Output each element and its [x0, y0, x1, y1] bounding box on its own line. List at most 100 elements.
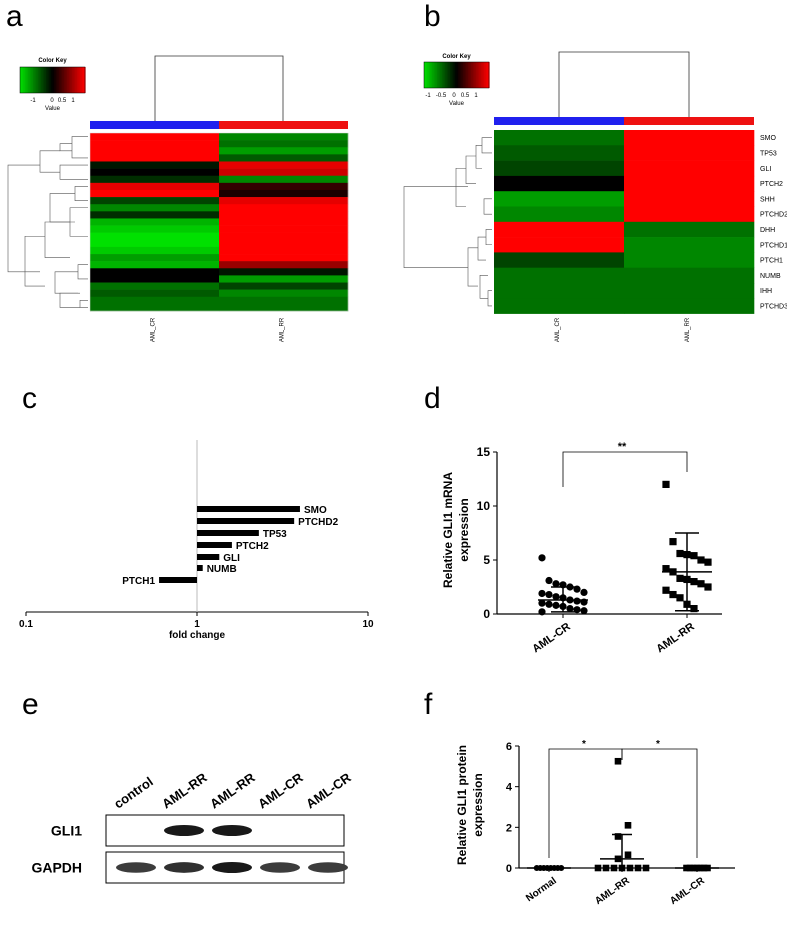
heatmap-cell: [219, 239, 349, 248]
color-key-cell: [42, 67, 45, 93]
heatmap-cell: [90, 289, 220, 298]
heatmap-cell: [219, 133, 349, 141]
row-dendrogram-branch: [59, 292, 80, 308]
row-dendrogram-branch: [74, 186, 88, 201]
color-key-value-label: Value: [449, 101, 465, 107]
color-key-cell: [28, 67, 31, 93]
data-point: [662, 586, 670, 594]
color-key-tick: -1: [425, 93, 431, 99]
heatmap-cell: [219, 246, 349, 255]
color-key-cell: [76, 67, 80, 93]
data-point: [690, 605, 698, 613]
lane-label: AML-RR: [207, 769, 258, 811]
row-label: GLI: [760, 166, 771, 173]
panel-letter-c: c: [22, 382, 37, 415]
heatmap-cell: [494, 175, 625, 192]
color-key-cell: [81, 67, 84, 93]
heatmap-cell: [219, 154, 349, 162]
heatmap-cell: [90, 268, 220, 276]
column-label: AML_CR: [555, 317, 561, 342]
color-key-cell: [44, 67, 47, 93]
color-key-cell: [477, 62, 480, 88]
color-key-cell: [73, 67, 76, 93]
column-color-bar: [219, 121, 348, 129]
data-point: [545, 600, 553, 608]
row-label: SHH: [760, 196, 775, 203]
heatmap-cell: [90, 140, 220, 148]
heatmap-cell: [219, 140, 349, 148]
color-key-cell: [59, 67, 62, 93]
color-key-cell: [459, 62, 462, 88]
blot-row-label: GLI1: [51, 823, 82, 839]
color-key-cell: [445, 62, 448, 88]
heatmap-cell: [624, 130, 755, 146]
heatmap-cell: [219, 268, 349, 276]
color-key-cell: [21, 67, 24, 93]
data-point: [552, 593, 560, 601]
row-label: IHH: [760, 288, 772, 295]
heatmap-cell: [90, 133, 220, 141]
heatmap-cell: [219, 182, 349, 191]
row-dendrogram-branch: [483, 198, 492, 215]
color-key-cell: [443, 62, 446, 88]
heatmap-cell: [219, 218, 349, 226]
row-dendrogram-branch: [455, 167, 466, 207]
data-point: [538, 554, 546, 562]
color-key-tick: 1: [474, 93, 478, 99]
color-key-frame: [423, 61, 490, 89]
y-tick-label: 5: [483, 553, 490, 567]
heatmap-cell: [90, 147, 220, 155]
y-tick-label: 0: [506, 863, 512, 875]
color-key-cell: [454, 62, 458, 88]
color-key-cell: [34, 67, 37, 93]
color-key-cell: [463, 62, 466, 88]
color-key-cell: [72, 67, 75, 93]
heatmap-cell: [90, 275, 220, 283]
blot-band: [164, 825, 204, 836]
color-key-cell: [466, 62, 469, 88]
color-key-cell: [472, 62, 475, 88]
color-key-cell: [24, 67, 28, 93]
heatmap-cell: [624, 283, 755, 299]
heatmap-cell: [219, 296, 349, 305]
data-point: [573, 597, 581, 605]
heatmap-cell: [494, 267, 625, 284]
color-key-cell: [458, 62, 461, 88]
color-key-cell: [63, 67, 67, 93]
data-point: [573, 606, 581, 614]
heatmap-cell: [90, 211, 220, 219]
row-dendrogram-branch: [7, 164, 40, 273]
column-color-bar: [624, 117, 754, 125]
heatmap-cell: [494, 191, 625, 207]
data-point: [566, 605, 574, 613]
heatmap-cell: [90, 204, 220, 212]
heatmap-cell: [494, 252, 625, 268]
blot-band: [212, 825, 252, 836]
heatmap-cell: [219, 232, 349, 241]
row-dendrogram-branch: [79, 300, 88, 308]
heatmap-cell: [219, 147, 349, 155]
heatmap-cell: [624, 298, 755, 314]
column-color-bar: [494, 117, 624, 125]
heatmap-cell: [90, 161, 220, 169]
blot-band: [212, 862, 252, 873]
color-key-cell: [80, 67, 83, 93]
bar-label: GLI: [223, 553, 240, 564]
color-key-tick: 0.5: [461, 93, 470, 99]
row-label: DHH: [760, 227, 775, 234]
heatmap-cell: [90, 282, 220, 290]
bar: [197, 518, 295, 524]
row-dendrogram-branch: [59, 164, 88, 180]
blot-row-label: GAPDH: [31, 860, 82, 876]
y-tick-label: 0: [483, 607, 490, 621]
data-point: [552, 580, 560, 588]
heatmap-cell: [494, 145, 625, 161]
heatmap-cell: [90, 218, 220, 226]
bar-label: SMO: [304, 505, 327, 516]
bar: [197, 542, 232, 548]
color-key-cell: [461, 62, 464, 88]
bar-label: PTCH2: [236, 541, 269, 552]
color-key-cell: [453, 62, 456, 88]
color-key-cell: [456, 62, 459, 88]
color-key-cell: [55, 67, 58, 93]
